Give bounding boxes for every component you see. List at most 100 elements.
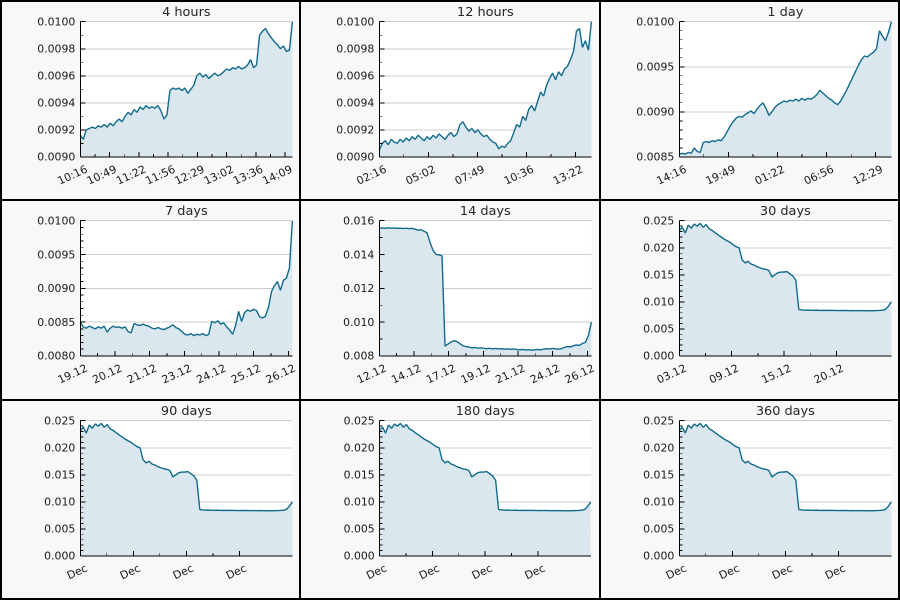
svg-text:12 hours: 12 hours — [457, 5, 514, 20]
svg-text:0.005: 0.005 — [44, 522, 75, 535]
svg-text:0.010: 0.010 — [344, 316, 375, 329]
svg-text:12.12: 12.12 — [355, 362, 389, 387]
svg-text:Dec: Dec — [118, 561, 143, 582]
svg-text:24.12: 24.12 — [528, 362, 562, 387]
svg-text:0.015: 0.015 — [44, 468, 75, 481]
svg-text:01:22: 01:22 — [752, 163, 786, 188]
svg-text:21.12: 21.12 — [494, 362, 528, 387]
svg-text:0.0100: 0.0100 — [337, 16, 375, 29]
chart-panel-1-day: 0.0085 0.0090 0.0095 0.0100 14:16 19:49 01:22 0… — [600, 2, 898, 200]
chart-panel-14-days: 0.008 0.010 0.012 0.014 0.016 12.12 14.12 17.12… — [301, 201, 599, 399]
svg-text:0.014: 0.014 — [344, 249, 375, 262]
svg-text:19.12: 19.12 — [56, 362, 90, 387]
svg-text:12:29: 12:29 — [851, 163, 885, 188]
svg-text:Dec: Dec — [664, 561, 689, 582]
svg-text:0.0080: 0.0080 — [37, 350, 75, 363]
svg-text:0.010: 0.010 — [643, 495, 674, 508]
svg-text:0.0090: 0.0090 — [37, 151, 75, 164]
svg-text:0.010: 0.010 — [344, 495, 375, 508]
svg-text:Dec: Dec — [823, 561, 848, 582]
svg-text:0.000: 0.000 — [643, 350, 674, 363]
svg-text:0.0096: 0.0096 — [37, 70, 75, 83]
svg-text:Dec: Dec — [470, 561, 495, 582]
svg-text:0.0095: 0.0095 — [37, 249, 75, 262]
chart-canvas-360-days: 0.000 0.005 0.010 0.015 0.020 0.025 Dec Dec Dec D… — [643, 403, 892, 582]
svg-text:0.000: 0.000 — [643, 549, 674, 562]
svg-text:0.0085: 0.0085 — [37, 316, 75, 329]
svg-text:0.0095: 0.0095 — [636, 61, 674, 74]
svg-text:24.12: 24.12 — [194, 362, 228, 387]
svg-text:07:49: 07:49 — [453, 163, 487, 188]
svg-text:0.000: 0.000 — [44, 549, 75, 562]
svg-text:360 days: 360 days — [755, 403, 814, 418]
svg-text:03.12: 03.12 — [654, 362, 688, 387]
chart-canvas-14-days: 0.008 0.010 0.012 0.014 0.016 12.12 14.12 17.12… — [344, 204, 597, 387]
svg-text:0.0098: 0.0098 — [337, 43, 375, 56]
svg-text:0.0100: 0.0100 — [37, 215, 75, 228]
svg-text:0.000: 0.000 — [344, 549, 375, 562]
chart-canvas-4-hours: 0.00900.00920.00940.00960.00980.010010:1… — [37, 5, 294, 188]
svg-text:0.015: 0.015 — [344, 468, 375, 481]
svg-text:20.12: 20.12 — [812, 362, 846, 387]
svg-text:14.12: 14.12 — [390, 362, 424, 387]
svg-text:23.12: 23.12 — [160, 362, 194, 387]
svg-text:Dec: Dec — [365, 561, 390, 582]
svg-text:15.12: 15.12 — [759, 362, 793, 387]
svg-text:0.016: 0.016 — [344, 215, 375, 228]
svg-text:0.008: 0.008 — [344, 350, 375, 363]
svg-text:0.025: 0.025 — [643, 215, 674, 228]
chart-panel-30-days: 0.000 0.005 0.010 0.015 0.020 0.025 03.12 09.12… — [600, 201, 898, 399]
svg-text:0.0100: 0.0100 — [636, 16, 674, 29]
chart-canvas-7-days: 0.0080 0.0085 0.0090 0.0095 0.0100 19.12 20.12… — [37, 204, 298, 387]
svg-text:Dec: Dec — [171, 561, 196, 582]
svg-text:14:09: 14:09 — [260, 163, 294, 188]
svg-text:0.0092: 0.0092 — [337, 124, 375, 137]
chart-canvas-1-day: 0.0085 0.0090 0.0095 0.0100 14:16 19:49 01:22 0… — [636, 5, 892, 188]
svg-text:0.0092: 0.0092 — [37, 124, 75, 137]
svg-text:14 days: 14 days — [460, 204, 511, 219]
svg-text:0.020: 0.020 — [344, 441, 375, 454]
chart-panel-7-days: 0.0080 0.0085 0.0090 0.0095 0.0100 19.12 20.12… — [2, 201, 300, 399]
svg-text:Dec: Dec — [65, 561, 90, 582]
svg-text:0.025: 0.025 — [643, 414, 674, 427]
svg-text:Dec: Dec — [523, 561, 548, 582]
svg-text:09.12: 09.12 — [707, 362, 741, 387]
chart-canvas-12-hours: 0.0090 0.0092 0.0094 0.0096 0.0098 0.0100 02:1… — [337, 5, 593, 188]
chart-canvas-30-days: 0.000 0.005 0.010 0.015 0.020 0.025 03.12 09.12… — [643, 204, 892, 387]
svg-text:0.0090: 0.0090 — [337, 151, 375, 164]
svg-text:0.0094: 0.0094 — [337, 97, 375, 110]
svg-text:05:02: 05:02 — [404, 163, 438, 188]
svg-text:0.0085: 0.0085 — [636, 151, 674, 164]
svg-text:Dec: Dec — [224, 561, 249, 582]
svg-text:0.012: 0.012 — [344, 282, 375, 295]
svg-text:0.0094: 0.0094 — [37, 97, 75, 110]
svg-text:0.015: 0.015 — [643, 269, 674, 282]
svg-text:21.12: 21.12 — [125, 362, 159, 387]
svg-text:Dec: Dec — [770, 561, 795, 582]
svg-text:0.020: 0.020 — [44, 441, 75, 454]
svg-text:0.015: 0.015 — [643, 468, 674, 481]
svg-text:0.020: 0.020 — [643, 441, 674, 454]
chart-canvas-90-days: 0.000 0.005 0.010 0.015 0.020 0.025 Dec Dec Dec D… — [44, 403, 293, 582]
svg-text:90 days: 90 days — [161, 403, 212, 418]
chart-panel-90-days: 0.000 0.005 0.010 0.015 0.020 0.025 Dec Dec Dec D… — [2, 400, 300, 598]
svg-text:14:16: 14:16 — [654, 163, 688, 188]
svg-text:0.0090: 0.0090 — [636, 106, 674, 119]
svg-text:19:49: 19:49 — [703, 163, 737, 188]
svg-text:7 days: 7 days — [165, 204, 208, 219]
svg-text:Dec: Dec — [417, 561, 442, 582]
svg-text:0.025: 0.025 — [44, 414, 75, 427]
svg-text:26.12: 26.12 — [264, 362, 298, 387]
chart-panel-4-hours: 0.0090 0.0092 0.0094 0.0096 0.0098 0.0100 10:1… — [2, 2, 300, 200]
svg-text:25.12: 25.12 — [229, 362, 263, 387]
chart-panel-360-days: 0.000 0.005 0.010 0.015 0.020 0.025 Dec Dec Dec D… — [600, 400, 898, 598]
svg-text:0.005: 0.005 — [643, 323, 674, 336]
svg-text:19.12: 19.12 — [459, 362, 493, 387]
svg-text:02:16: 02:16 — [355, 163, 389, 188]
chart-panel-12-hours: 0.0090 0.0092 0.0094 0.0096 0.0098 0.0100 02:1… — [301, 2, 599, 200]
svg-text:Dec: Dec — [717, 561, 742, 582]
chart-canvas-180-days: 0.000 0.005 0.010 0.015 0.020 0.025 Dec Dec Dec D… — [344, 403, 592, 582]
svg-text:0.005: 0.005 — [344, 522, 375, 535]
svg-text:20.12: 20.12 — [90, 362, 124, 387]
